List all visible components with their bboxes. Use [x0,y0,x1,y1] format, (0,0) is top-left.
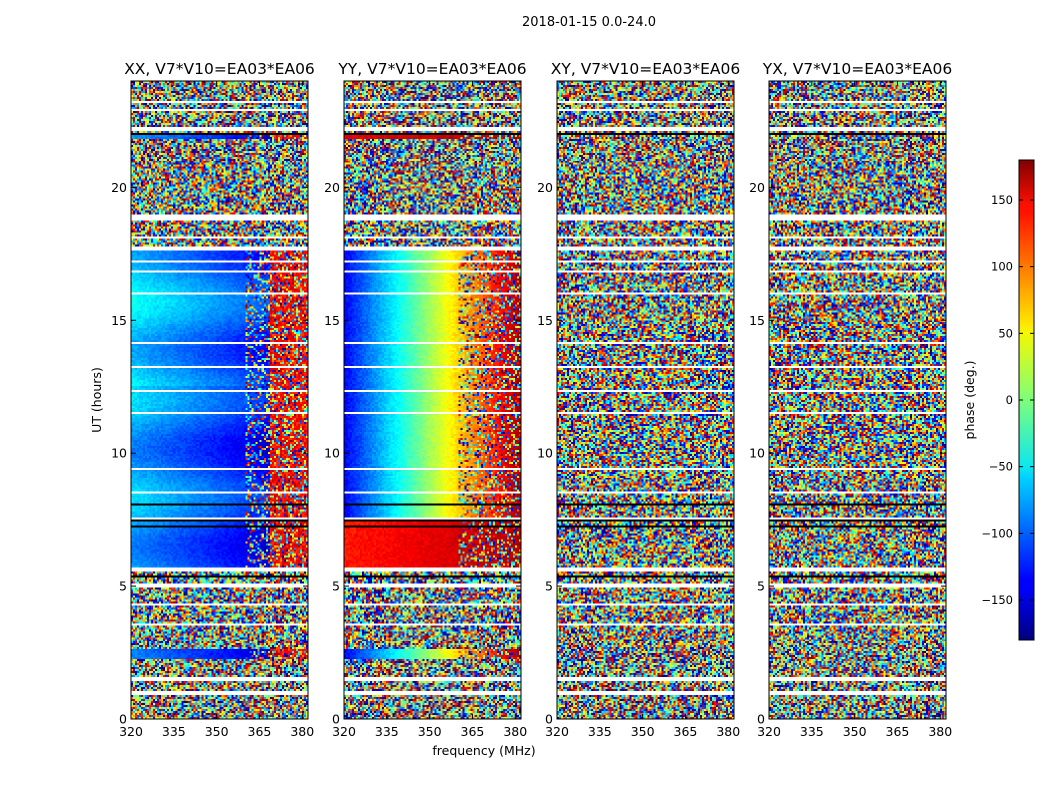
x-tick-label: 350 [418,724,442,739]
panel-title: XY, V7*V10=EA03*EA06 [551,60,740,78]
x-tick-label: 350 [843,724,867,739]
panel-xy: XY, V7*V10=EA03*EA06 320 335 350 365 380 0 5 10 1… [537,60,740,739]
colorbar-tick-label: 100 [991,260,1013,274]
y-tick-label: 15 [537,313,553,328]
x-tick-label: 380 [716,724,740,739]
x-tick-label: 335 [375,724,399,739]
y-tick-label: 0 [757,712,765,727]
x-axis-label: frequency (MHz) [432,743,535,758]
y-tick-label: 20 [324,180,340,195]
heatmap-image [557,81,734,719]
x-tick-label: 320 [545,724,569,739]
colorbar-tick-label: −50 [989,460,1013,474]
y-tick-label: 5 [332,579,340,594]
panel-frame [556,80,735,720]
y-tick-label: 10 [111,446,127,461]
panels: XX, V7*V10=EA03*EA06 320 335 350 365 380 0 5 10 1… [111,60,952,739]
x-tick-label: 335 [588,724,612,739]
x-tick-label: 335 [162,724,186,739]
colorbar-tick-label: −100 [981,526,1013,540]
panel-frame [130,80,309,720]
panel-yx: YX, V7*V10=EA03*EA06 320 335 350 365 380 0 5 10 1… [749,60,952,739]
y-axis-label: UT (hours) [89,367,104,433]
panel-yy: YY, V7*V10=EA03*EA06 320 335 350 365 380 0 5 10 1… [324,60,527,739]
figure-suptitle: 2018-01-15 0.0-24.0 [522,15,656,30]
colorbar-tick-label: −150 [981,593,1013,607]
panel-xx: XX, V7*V10=EA03*EA06 320 335 350 365 380 0 5 10 1… [111,60,315,739]
y-tick-label: 10 [324,446,340,461]
x-tick-label: 365 [886,724,910,739]
y-tick-label: 0 [545,712,553,727]
y-tick-label: 20 [537,180,553,195]
panel-title: YX, V7*V10=EA03*EA06 [762,60,952,78]
panel-frame [768,80,947,720]
y-tick-label: 10 [749,446,765,461]
x-tick-label: 350 [631,724,655,739]
x-tick-label: 320 [757,724,781,739]
y-tick-label: 5 [545,579,553,594]
x-tick-label: 320 [119,724,143,739]
panel-frame [343,80,522,720]
panel-title: YY, V7*V10=EA03*EA06 [337,60,526,78]
y-tick-label: 5 [757,579,765,594]
y-tick-label: 10 [537,446,553,461]
panel-title: XX, V7*V10=EA03*EA06 [124,60,315,78]
y-tick-label: 0 [332,712,340,727]
x-tick-label: 380 [290,724,314,739]
y-tick-label: 0 [119,712,127,727]
colorbar: 150 100 50 0 −50 −100 −150 phase (deg.) [962,159,1035,641]
heatmap-image [344,81,521,719]
y-tick-label: 20 [749,180,765,195]
x-tick-label: 380 [503,724,527,739]
x-tick-label: 350 [205,724,229,739]
y-tick-label: 15 [111,313,127,328]
y-tick-label: 20 [111,180,127,195]
colorbar-label: phase (deg.) [962,361,977,440]
colorbar-ticks: 150 100 50 0 −50 −100 −150 [981,193,1034,607]
colorbar-tick-label: 0 [1006,393,1013,407]
heatmap-image [769,81,946,719]
x-tick-label: 365 [674,724,698,739]
colorbar-tick-label: 50 [998,326,1013,340]
colorbar-tick-label: 150 [991,193,1013,207]
y-tick-label: 5 [119,579,127,594]
y-tick-label: 15 [324,313,340,328]
x-tick-label: 380 [928,724,952,739]
x-tick-label: 335 [800,724,824,739]
y-tick-label: 15 [749,313,765,328]
x-tick-label: 365 [248,724,272,739]
x-tick-label: 320 [332,724,356,739]
x-tick-label: 365 [461,724,485,739]
heatmap-image [131,81,308,719]
